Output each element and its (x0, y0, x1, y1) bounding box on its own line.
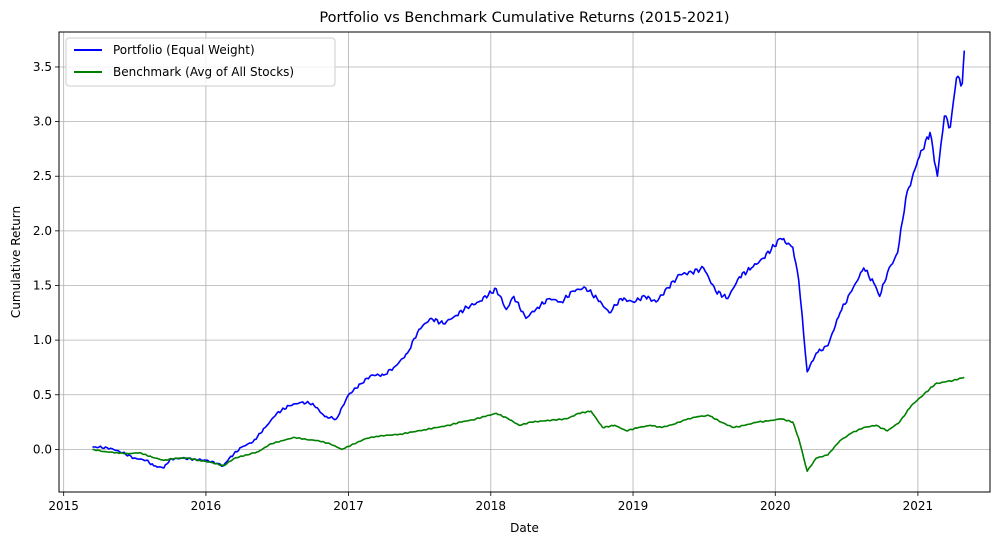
x-tick-label: 2017 (333, 499, 364, 513)
y-tick-label: 2.0 (33, 224, 52, 238)
x-tick-label: 2019 (618, 499, 649, 513)
y-tick-label: 3.0 (33, 115, 52, 129)
y-tick-label: 2.5 (33, 169, 52, 183)
x-tick-label: 2021 (903, 499, 934, 513)
plot-frame (58, 31, 991, 493)
chart-title: Portfolio vs Benchmark Cumulative Return… (319, 10, 729, 26)
x-tick-label: 2018 (476, 499, 507, 513)
series-line-benchmark (92, 376, 965, 473)
y-axis-title: Cumulative Return (9, 206, 23, 318)
y-axis-ticks: 0.0 0.5 1.0 1.5 2.0 2.5 3.0 3.5 (33, 60, 59, 456)
y-tick-label: 0.5 (33, 388, 52, 402)
y-tick-label: 0.0 (33, 442, 52, 456)
y-tick-label: 1.5 (33, 278, 52, 292)
x-tick-label: 2015 (48, 499, 79, 513)
series-layer (92, 50, 966, 473)
y-tick-label: 3.5 (33, 60, 52, 74)
grid (59, 32, 990, 492)
y-tick-label: 1.0 (33, 333, 52, 347)
legend-box (65, 37, 336, 87)
legend-label-benchmark: Benchmark (Avg of All Stocks) (113, 65, 294, 79)
legend-label-portfolio: Portfolio (Equal Weight) (113, 43, 255, 57)
x-axis-ticks: 2015 2016 2017 2018 2019 2020 2021 (48, 492, 933, 513)
legend: Portfolio (Equal Weight) Benchmark (Avg … (65, 37, 336, 87)
x-tick-label: 2016 (191, 499, 222, 513)
x-tick-label: 2020 (760, 499, 791, 513)
x-axis-title: Date (510, 521, 539, 535)
series-line-portfolio (92, 50, 966, 469)
